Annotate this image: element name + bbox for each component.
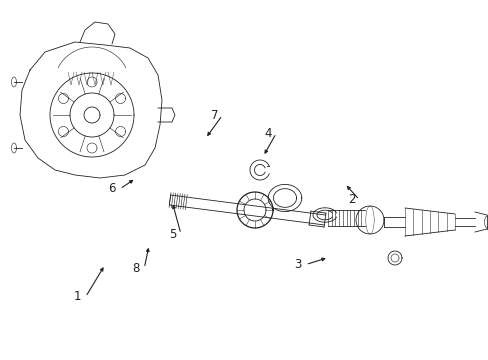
Text: 4: 4	[264, 127, 271, 140]
Text: 5: 5	[169, 228, 176, 240]
Text: 6: 6	[108, 183, 115, 195]
Text: 7: 7	[210, 109, 218, 122]
Text: 3: 3	[293, 258, 301, 271]
Text: 2: 2	[347, 193, 354, 206]
Text: 8: 8	[132, 262, 140, 275]
Text: 1: 1	[74, 291, 81, 303]
